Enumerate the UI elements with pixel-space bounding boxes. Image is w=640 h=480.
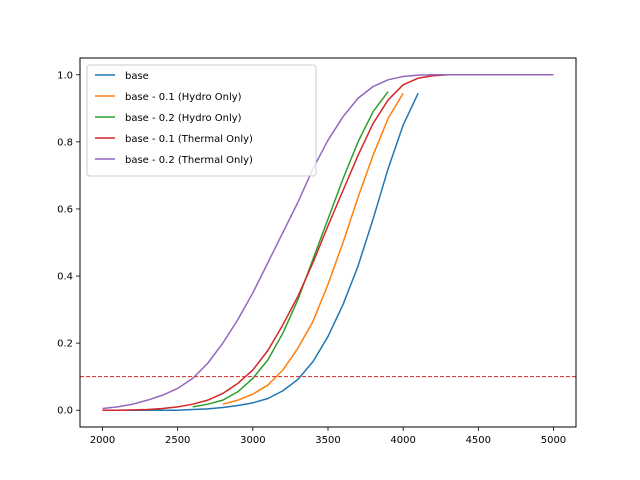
legend-label-1: base	[125, 71, 149, 82]
y-tick-label: 0.4	[57, 272, 73, 283]
y-tick-label: 1.0	[57, 70, 73, 81]
legend-box	[86, 64, 317, 177]
legend-label-4: base - 0.1 (Thermal Only)	[125, 134, 253, 145]
x-tick-label: 4000	[390, 435, 415, 446]
y-tick-label: 0.0	[57, 406, 73, 417]
y-tick-label: 0.6	[57, 204, 73, 215]
legend: base base - 0.1 (Hydro Only) base - 0.2 (H…	[86, 64, 317, 177]
series-line-5	[102, 74, 554, 410]
y-tick-label: 0.8	[57, 137, 73, 148]
x-axis: 2000 2500 3000 3500 4000 4500 5000	[90, 427, 566, 446]
x-tick-label: 2000	[90, 435, 115, 446]
legend-label-5: base - 0.2 (Thermal Only)	[125, 155, 253, 166]
y-axis: 0.0 0.2 0.4 0.6 0.8 1.0	[57, 70, 80, 417]
legend-label-3: base - 0.2 (Hydro Only)	[125, 113, 242, 124]
x-tick-label: 4500	[466, 435, 491, 446]
x-tick-label: 2500	[165, 435, 190, 446]
plot-lines	[102, 74, 554, 411]
y-tick-label: 0.2	[57, 339, 73, 350]
x-tick-label: 3000	[240, 435, 265, 446]
x-tick-label: 5000	[541, 435, 566, 446]
series-line-3	[192, 91, 389, 408]
legend-label-2: base - 0.1 (Hydro Only)	[125, 92, 242, 103]
x-tick-label: 3500	[315, 435, 340, 446]
series-line-1	[102, 92, 419, 411]
series-line-2	[222, 92, 404, 405]
